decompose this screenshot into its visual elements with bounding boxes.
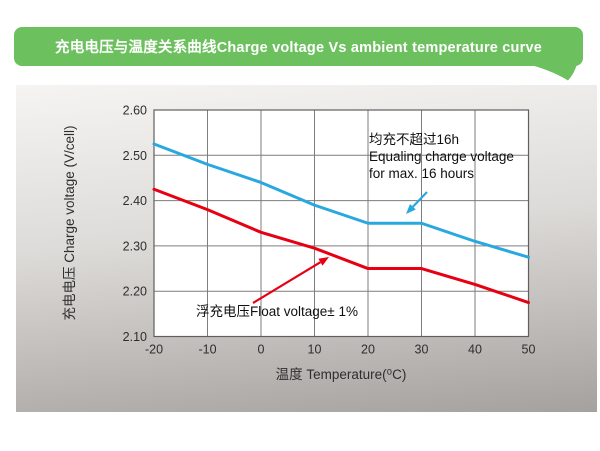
equalize-annotation: 均充不超过16h Equaling charge voltage for max…: [369, 131, 514, 182]
y-axis-title: 充电电压 Charge voltage (V/cell): [62, 125, 77, 320]
equalize-annotation-line1: 均充不超过16h: [369, 132, 460, 147]
curve-1: [152, 187, 530, 305]
x-tick-label: 50: [522, 343, 536, 357]
y-tick-label: 2.20: [123, 285, 147, 299]
y-tick-label: 2.50: [123, 149, 147, 163]
float-arrow-icon: [318, 257, 329, 266]
page-title: 充电电压与温度关系曲线Charge voltage Vs ambient tem…: [55, 40, 542, 56]
y-tick-label: 2.30: [123, 239, 147, 253]
plot-border: [153, 109, 530, 338]
float-annotation: 浮充电压Float voltage± 1%: [196, 303, 358, 320]
tick-labels: -20 -10 0 10 20 30 40 50 2.10 2.20 2.30 2.40 2.50 2.6…: [123, 104, 536, 357]
curves: [152, 142, 530, 305]
equalize-annotation-line3: for max. 16 hours: [369, 166, 475, 181]
y-tick-label: 2.60: [123, 104, 147, 118]
x-tick-label: 40: [468, 343, 482, 357]
x-tick-label: -10: [198, 343, 216, 357]
annotation-arrows: [252, 191, 428, 304]
plot-background: [154, 110, 529, 337]
x-tick-label: 30: [415, 343, 429, 357]
equalize-arrow-icon: [406, 204, 416, 214]
curve-0: [152, 142, 530, 259]
equalize-arrow-icon: [412, 191, 428, 208]
x-axis-title: 温度 Temperature(⁰C): [276, 367, 407, 382]
x-tick-label: 10: [308, 343, 322, 357]
title-banner: 充电电压与温度关系曲线Charge voltage Vs ambient tem…: [14, 27, 583, 66]
x-tick-label: 0: [258, 343, 265, 357]
equalize-annotation-line2: Equaling charge voltage: [369, 149, 514, 164]
grid-lines: [153, 109, 530, 338]
y-tick-label: 2.10: [123, 330, 147, 344]
plot-area: [154, 110, 529, 337]
y-tick-label: 2.40: [123, 194, 147, 208]
float-arrow-icon: [252, 261, 322, 304]
speech-bubble-tail-icon: [527, 64, 577, 81]
x-tick-label: -20: [145, 343, 163, 357]
float-annotation-text: 浮充电压Float voltage± 1%: [196, 304, 358, 319]
chart: -20 -10 0 10 20 30 40 50 2.10 2.20 2.30 2.40 2.50 2.6…: [62, 104, 536, 383]
chart-panel: -20 -10 0 10 20 30 40 50 2.10 2.20 2.30 2.40 2.50 2.6…: [16, 85, 597, 412]
x-tick-label: 20: [361, 343, 375, 357]
